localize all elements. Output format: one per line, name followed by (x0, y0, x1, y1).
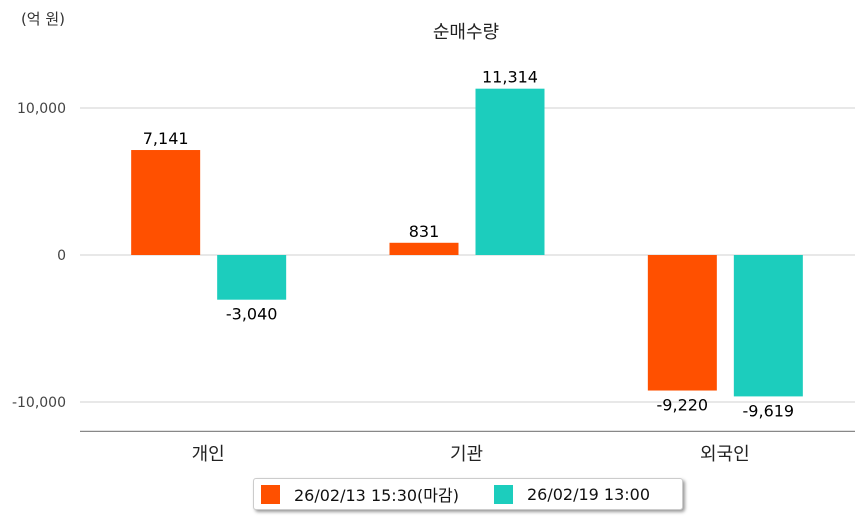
bar-0-1 (389, 242, 459, 255)
legend-label-0: 26/02/13 15:30(마감) (294, 486, 459, 505)
bar-0-2 (647, 255, 717, 391)
bar-1-1 (475, 88, 545, 255)
unit-label: (억 원) (21, 10, 65, 28)
data-label: -9,619 (743, 401, 795, 420)
bar-1-2 (733, 255, 803, 397)
legend: 26/02/13 15:30(마감) 26/02/19 13:00 (253, 478, 683, 510)
y-tick-label: 10,000 (17, 101, 66, 117)
bar-0-0 (131, 150, 201, 255)
data-label: 831 (409, 222, 440, 241)
y-tick-label: 0 (57, 248, 66, 264)
legend-label-1: 26/02/19 13:00 (526, 484, 651, 504)
data-label: -9,220 (657, 396, 709, 415)
legend-item-0[interactable]: 26/02/13 15:30(마감) (254, 482, 459, 506)
data-label: 7,141 (143, 129, 189, 148)
legend-item-1[interactable]: 26/02/19 13:00 (487, 484, 651, 504)
legend-swatch-0 (261, 484, 280, 504)
data-label: 11,314 (482, 68, 538, 87)
x-tick-label: 외국인 (700, 444, 750, 465)
chart-title: 순매수량 (433, 22, 499, 43)
x-tick-label: 기관 (450, 444, 483, 465)
y-tick-label: -10,000 (12, 395, 66, 411)
data-label: -3,040 (226, 305, 278, 324)
bar-1-0 (217, 255, 287, 300)
x-tick-label: 개인 (192, 444, 225, 465)
legend-swatch-1 (493, 484, 513, 504)
